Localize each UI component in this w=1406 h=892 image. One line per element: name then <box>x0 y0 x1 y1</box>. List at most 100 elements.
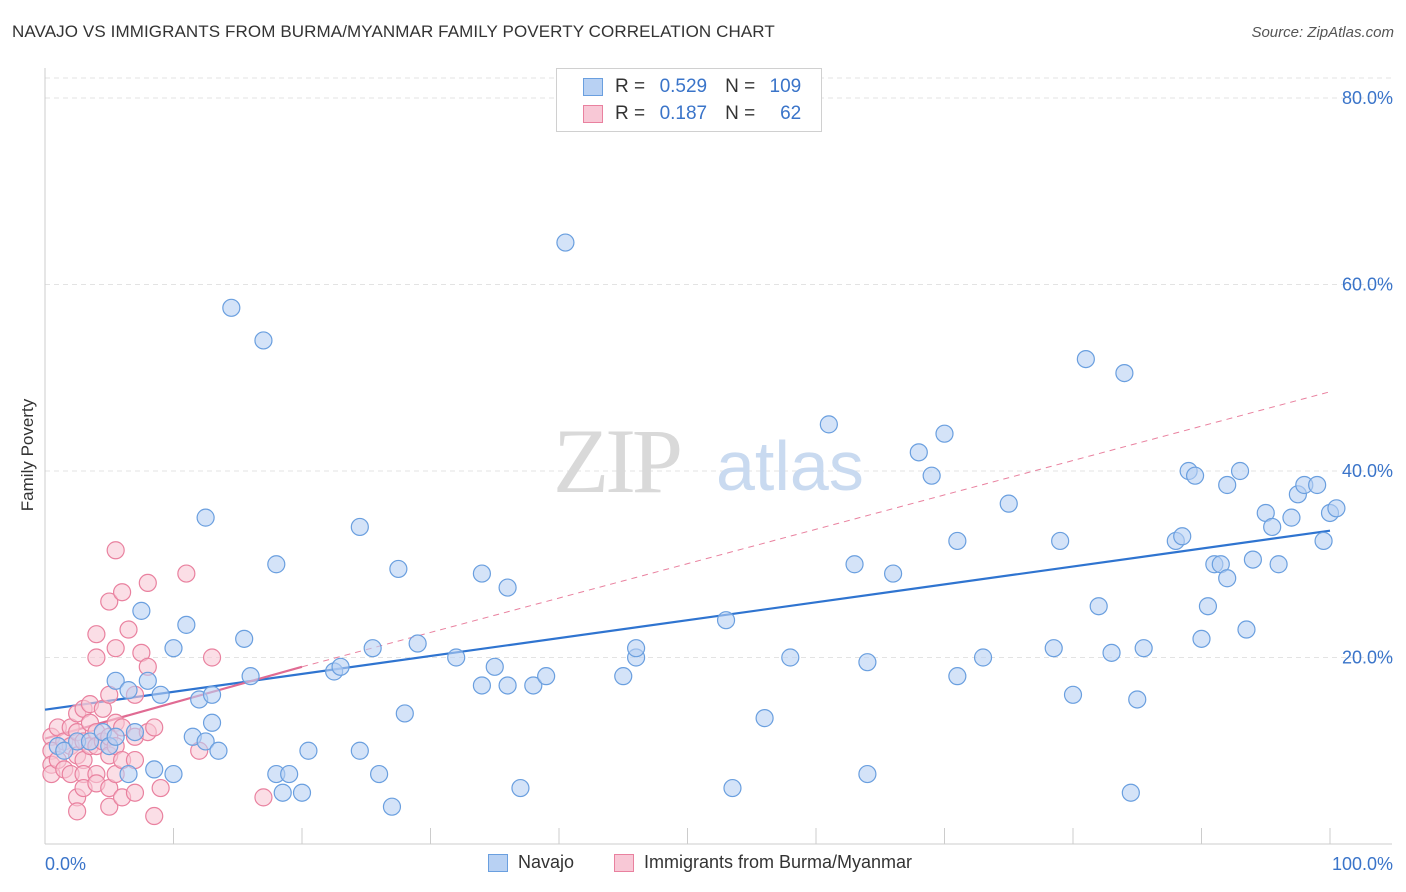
y-tick-label: 60.0% <box>1342 275 1393 295</box>
r-label: R = <box>615 76 646 97</box>
navajo-point <box>1173 527 1192 546</box>
n-value: 109 <box>769 76 802 97</box>
navajo-point <box>948 667 967 686</box>
navajo-point <box>273 783 292 802</box>
source-label: Source: ZipAtlas.com <box>1251 24 1394 41</box>
navajo-point <box>235 629 254 648</box>
navajo-point <box>1269 555 1288 574</box>
navajo-point <box>1308 475 1327 495</box>
navajo-point <box>1237 620 1256 639</box>
navajo-point <box>781 648 800 667</box>
navajo-point <box>755 709 774 728</box>
navajo-point <box>363 639 382 658</box>
navajo-swatch <box>583 78 603 96</box>
series-legend: Navajo Immigrants from Burma/Myanmar <box>0 852 1406 876</box>
y-tick-label: 80.0% <box>1342 88 1393 108</box>
navajo-point <box>389 559 408 579</box>
burma-point <box>68 802 87 821</box>
navajo-point <box>498 676 517 695</box>
navajo-point <box>299 741 318 760</box>
navajo-point <box>537 667 556 686</box>
burma-point <box>151 778 170 798</box>
navajo-point <box>1134 639 1153 658</box>
navajo-point <box>331 657 350 676</box>
burma-point <box>87 625 106 644</box>
navajo-point <box>1218 569 1237 588</box>
navajo-point <box>948 531 967 551</box>
x-tick-label: 100.0% <box>1332 854 1393 874</box>
legend-label: Immigrants from Burma/Myanmar <box>644 852 913 872</box>
r-value: 0.187 <box>659 103 708 124</box>
burma-point <box>125 783 145 802</box>
navajo-point <box>1218 475 1237 495</box>
navajo-point <box>1230 461 1250 481</box>
burma-point <box>106 639 125 658</box>
burma-point <box>100 797 119 816</box>
burma-point <box>100 592 119 611</box>
navajo-point <box>1115 363 1134 383</box>
burma-point <box>254 788 273 807</box>
navajo-point <box>164 764 183 784</box>
trend-lines <box>44 391 1331 740</box>
navajo-point <box>1076 350 1095 369</box>
navajo-point <box>132 601 151 620</box>
navajo-point <box>55 741 74 760</box>
navajo-point <box>1121 783 1140 802</box>
navajo-point <box>716 611 736 630</box>
burma-point <box>145 806 164 826</box>
navajo-point <box>447 648 466 667</box>
navajo-point <box>524 676 543 695</box>
r-label: R = <box>615 103 646 124</box>
navajo-point <box>241 667 260 686</box>
navajo-point <box>106 671 125 690</box>
navajo-swatch <box>488 853 508 872</box>
navajo-point <box>151 685 170 704</box>
navajo-point <box>267 555 286 574</box>
navajo-point <box>119 681 138 700</box>
gridlines <box>45 77 1392 658</box>
navajo-point <box>177 615 196 634</box>
navajo-point <box>382 797 402 816</box>
navajo-point <box>196 508 215 527</box>
legend-label: Navajo <box>518 852 575 872</box>
watermark-zip: ZIP <box>553 410 680 512</box>
axes <box>44 68 1392 845</box>
navajo-point <box>858 764 877 784</box>
navajo-point <box>845 555 864 574</box>
navajo-point <box>209 741 228 760</box>
navajo-point <box>202 685 222 704</box>
burma-point <box>177 564 196 583</box>
navajo-point <box>350 741 369 760</box>
stats-row-burma: R = 0.187 N = 62 <box>583 102 801 126</box>
navajo-point <box>1192 629 1211 648</box>
navajo-point <box>1327 499 1346 518</box>
navajo-point <box>922 466 941 485</box>
navajo-point <box>280 764 299 784</box>
navajo-point <box>119 764 138 784</box>
navajo-point <box>1102 643 1121 662</box>
navajo-point <box>472 564 491 583</box>
navajo-point <box>511 778 530 798</box>
navajo-point <box>556 233 575 252</box>
chart-title: NAVAJO VS IMMIGRANTS FROM BURMA/MYANMAR … <box>12 22 775 41</box>
navajo-point <box>819 415 838 434</box>
navajo-point <box>125 722 145 742</box>
burma-point <box>145 718 164 737</box>
burma-point <box>106 541 125 560</box>
navajo-point <box>80 732 100 751</box>
navajo-point <box>196 732 215 751</box>
navajo-point <box>1128 690 1147 709</box>
navajo-point <box>472 676 491 695</box>
legend-item-navajo[interactable]: Navajo <box>488 852 574 873</box>
navajo-point <box>485 657 504 676</box>
navajo-point <box>106 727 125 746</box>
navajo-point <box>145 760 164 779</box>
watermark: ZIP atlas <box>553 410 864 512</box>
legend-item-burma[interactable]: Immigrants from Burma/Myanmar <box>614 852 912 873</box>
navajo-point <box>858 653 877 672</box>
data-points <box>42 233 1346 826</box>
r-value: 0.529 <box>659 76 708 97</box>
navajo-point <box>999 494 1018 513</box>
stats-row-navajo: R = 0.529 N = 109 <box>583 75 801 99</box>
